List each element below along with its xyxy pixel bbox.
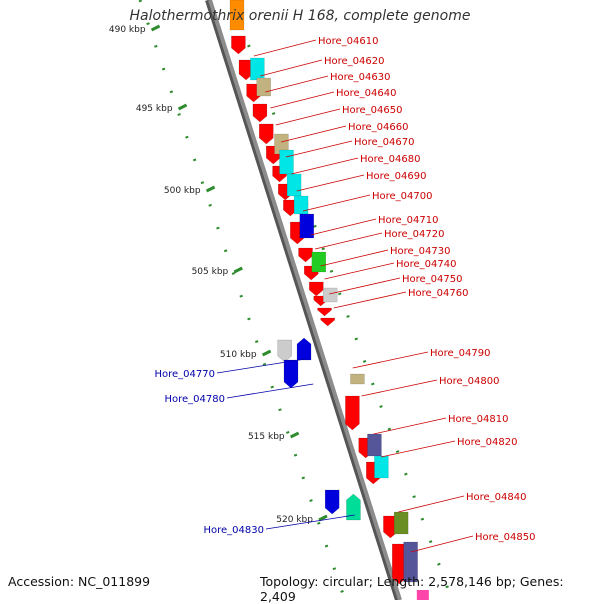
forward-gene-feature xyxy=(250,58,264,80)
scale-label: 500 kbp xyxy=(164,186,201,196)
forward-gene-feature xyxy=(294,196,308,214)
label-leader xyxy=(303,195,370,211)
label-leader xyxy=(398,496,464,512)
label-leader xyxy=(254,40,316,56)
forward-gene-feature xyxy=(318,308,332,316)
forward-gene-feature xyxy=(299,248,313,262)
gene-label-forward: Hore_04850 xyxy=(475,532,536,543)
gene-label-forward: Hore_04660 xyxy=(348,122,409,133)
label-leader xyxy=(381,441,455,457)
gene-label-forward: Hore_04700 xyxy=(372,191,433,202)
forward-gene-feature xyxy=(231,36,245,54)
forward-gene-feature xyxy=(257,78,271,96)
reverse-gene-feature xyxy=(284,360,298,388)
gene-label-reverse: Hore_04830 xyxy=(204,525,265,536)
label-leader xyxy=(334,292,406,308)
scale-label: 490 kbp xyxy=(109,25,146,35)
forward-gene-feature xyxy=(323,288,337,302)
scale-tick xyxy=(263,351,271,355)
label-leader xyxy=(270,92,334,108)
label-leader xyxy=(260,60,322,76)
forward-gene-feature xyxy=(280,150,294,174)
scale-label: 505 kbp xyxy=(192,267,229,277)
scale-label: 510 kbp xyxy=(220,350,257,360)
label-leader xyxy=(276,109,340,125)
forward-gene-feature xyxy=(312,252,326,272)
scale-tick xyxy=(234,268,242,272)
gene-label-forward: Hore_04750 xyxy=(402,274,463,285)
gene-label-forward: Hore_04720 xyxy=(384,229,445,240)
label-leader xyxy=(325,263,394,279)
scale-label: 515 kbp xyxy=(248,432,285,442)
label-leader xyxy=(353,352,428,368)
label-leader xyxy=(374,418,446,434)
label-leader xyxy=(315,233,382,249)
label-leader xyxy=(411,536,473,552)
forward-gene-feature xyxy=(374,456,388,478)
forward-gene-feature xyxy=(309,282,323,296)
forward-gene-feature xyxy=(253,104,267,122)
genome-map: 490 kbp 495 kbp 500 kbp 505 kbp 510 kbp 515 k… xyxy=(0,0,600,600)
forward-gene-feature xyxy=(394,512,408,534)
label-leader xyxy=(320,250,388,266)
label-leader xyxy=(297,175,364,191)
scale-label: 520 kbp xyxy=(276,515,313,525)
reverse-gene-feature xyxy=(297,338,311,360)
scale-tick xyxy=(207,187,215,191)
gene-label-forward: Hore_04620 xyxy=(324,56,385,67)
gene-label-forward: Hore_04610 xyxy=(318,36,379,47)
scale-tick xyxy=(152,26,160,30)
accession-text: Accession: NC_011899 xyxy=(8,574,150,589)
reverse-gene-feature xyxy=(278,340,292,362)
scale-label: 495 kbp xyxy=(136,104,173,114)
label-leader xyxy=(265,76,328,92)
gene-label-forward: Hore_04640 xyxy=(336,88,397,99)
gene-label-reverse: Hore_04770 xyxy=(155,369,216,380)
label-leader xyxy=(362,380,437,396)
gene-label-forward: Hore_04680 xyxy=(360,154,421,165)
gene-label-forward: Hore_04670 xyxy=(354,137,415,148)
genome-map-view: 490 kbp 495 kbp 500 kbp 505 kbp 510 kbp 515 k… xyxy=(0,0,600,600)
gene-label-forward: Hore_04630 xyxy=(330,72,391,83)
gene-label-forward: Hore_04650 xyxy=(342,105,403,116)
forward-gene-feature xyxy=(350,374,364,384)
scale-tick xyxy=(291,433,299,437)
scale-tick xyxy=(179,105,187,109)
gene-label-forward: Hore_04740 xyxy=(396,259,457,270)
gene-label-forward: Hore_04690 xyxy=(366,171,427,182)
label-leader xyxy=(227,384,313,398)
map-title: Halothermothrix orenii H 168, complete g… xyxy=(0,8,600,24)
label-leader xyxy=(329,278,400,294)
label-leader xyxy=(291,158,358,174)
gene-label-forward: Hore_04820 xyxy=(457,437,518,448)
forward-gene-feature xyxy=(367,434,381,456)
label-leader xyxy=(281,126,346,142)
forward-gene-feature xyxy=(321,318,335,326)
gene-label-forward: Hore_04710 xyxy=(378,215,439,226)
gene-label-forward: Hore_04800 xyxy=(439,376,500,387)
label-leader xyxy=(286,141,352,157)
reverse-gene-feature xyxy=(325,490,339,514)
gene-label-forward: Hore_04790 xyxy=(430,348,491,359)
gene-label-forward: Hore_04810 xyxy=(448,414,509,425)
gene-label-forward: Hore_04760 xyxy=(408,288,469,299)
gene-label-forward: Hore_04840 xyxy=(466,492,527,503)
gene-label-forward: Hore_04730 xyxy=(390,246,451,257)
forward-gene-feature xyxy=(259,124,273,144)
gene-label-reverse: Hore_04780 xyxy=(165,394,226,405)
forward-gene-feature xyxy=(345,396,359,430)
forward-gene-feature xyxy=(287,174,301,196)
label-leader xyxy=(311,219,376,235)
